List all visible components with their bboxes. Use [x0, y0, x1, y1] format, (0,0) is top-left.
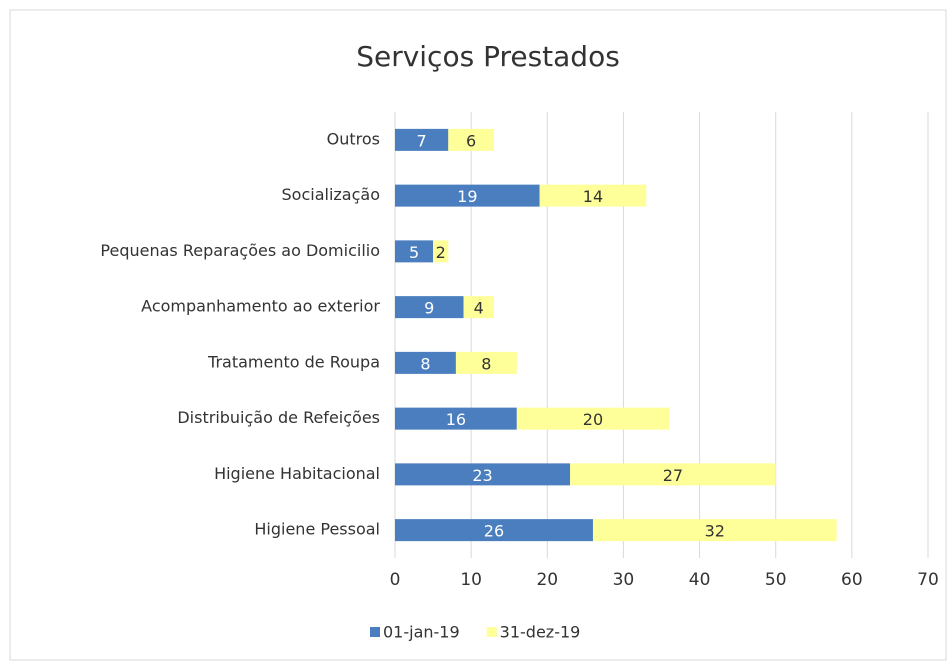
- data-label: 2: [436, 243, 446, 262]
- y-tick-label: Pequenas Reparações ao Domicilio: [100, 241, 380, 260]
- bar: [395, 184, 540, 207]
- chart-frame: [9, 9, 947, 661]
- x-tick-label: 30: [613, 570, 635, 590]
- x-tick-label: 0: [390, 570, 401, 590]
- bar: [395, 296, 464, 319]
- data-label: 4: [474, 299, 484, 318]
- data-label: 32: [705, 522, 725, 541]
- data-label: 16: [446, 410, 466, 429]
- data-label: 19: [457, 187, 477, 206]
- bar: [463, 296, 494, 319]
- data-label: 9: [424, 299, 434, 318]
- data-label: 26: [484, 522, 504, 541]
- bar: [395, 519, 593, 542]
- data-label: 14: [583, 187, 603, 206]
- data-label: 27: [663, 466, 683, 485]
- data-label: 7: [417, 131, 427, 150]
- bar: [455, 351, 517, 374]
- x-tick-label: 20: [536, 570, 558, 590]
- legend-swatch: [486, 627, 497, 637]
- y-tick-label: Acompanhamento ao exterior: [141, 297, 380, 316]
- y-tick-label: Tratamento de Roupa: [207, 352, 380, 371]
- y-tick-label: Outros: [327, 129, 380, 148]
- bar: [539, 184, 647, 207]
- chart-title: Serviços Prestados: [356, 40, 620, 73]
- x-tick-label: 40: [689, 570, 711, 590]
- bar: [516, 407, 670, 430]
- bar: [395, 128, 449, 151]
- bar: [570, 463, 776, 486]
- x-tick-label: 60: [841, 570, 863, 590]
- bar: [395, 351, 456, 374]
- bar: [395, 407, 517, 430]
- data-label: 20: [583, 410, 603, 429]
- y-tick-label: Higiene Habitacional: [214, 464, 380, 483]
- bar: [395, 240, 434, 263]
- y-tick-label: Socialização: [282, 185, 380, 204]
- bar: [592, 519, 837, 542]
- legend-label: 01-jan-19: [383, 623, 460, 642]
- x-tick-label: 50: [765, 570, 787, 590]
- bar: [448, 128, 494, 151]
- data-label: 8: [420, 354, 430, 373]
- data-label: 6: [466, 131, 476, 150]
- data-label: 23: [472, 466, 492, 485]
- x-tick-label: 10: [460, 570, 482, 590]
- y-tick-label: Distribuição de Refeições: [177, 408, 380, 427]
- bar: [395, 463, 571, 486]
- data-label: 8: [481, 354, 491, 373]
- y-tick-label: Higiene Pessoal: [254, 520, 380, 539]
- x-tick-label: 70: [917, 570, 939, 590]
- legend-swatch: [370, 627, 380, 637]
- legend-label: 31-dez-19: [500, 623, 581, 642]
- data-label: 5: [409, 243, 419, 262]
- bar: [433, 240, 449, 263]
